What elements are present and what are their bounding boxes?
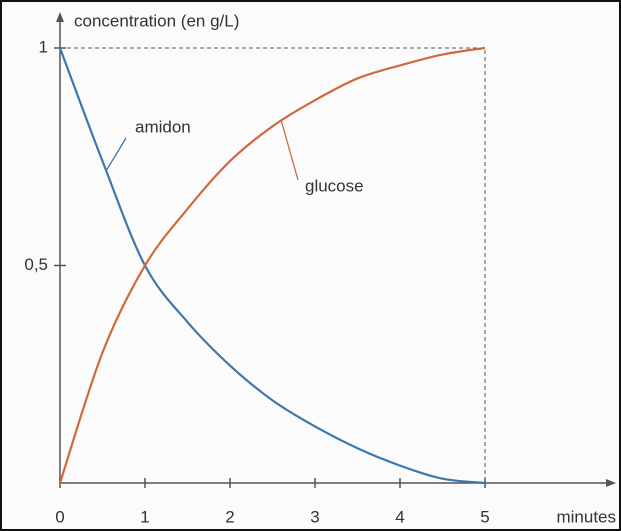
x-tick-label: 4: [395, 507, 404, 526]
y-arrow: [56, 12, 64, 22]
series-line: [58, 46, 486, 484]
leader-line: [280, 119, 299, 181]
y-tick-label: 0,5: [24, 255, 48, 274]
guide-line: [60, 47, 486, 483]
leader-line: [106, 137, 127, 171]
series-label: glucose: [305, 176, 364, 195]
x-tick-label: 3: [310, 507, 319, 526]
x-axis-label: minutes: [556, 507, 616, 526]
x-tick-label: 0: [55, 507, 64, 526]
x-tick-label: 1: [140, 507, 149, 526]
y-tick-label: 1: [39, 37, 48, 56]
x-arrow: [606, 479, 616, 487]
series-line: [58, 47, 486, 485]
x-tick-label: 5: [480, 507, 489, 526]
series-label: amidon: [135, 117, 191, 136]
y-axis-label: concentration (en g/L): [74, 11, 239, 30]
x-tick-label: 2: [225, 507, 234, 526]
